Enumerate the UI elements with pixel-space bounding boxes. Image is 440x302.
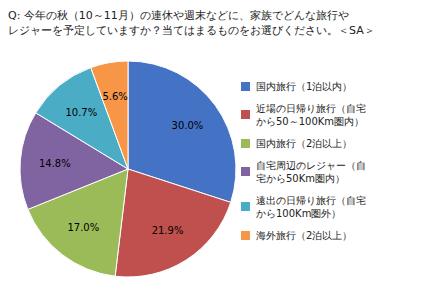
svg-text:17.0%: 17.0% [67,222,99,233]
html-text:近場の日帰り旅行（自宅 から50～100Km圏内）: 近場の日帰り旅行（自宅 から50～100Km圏内） [256,102,366,127]
html-text:自宅周辺のレジャー（自 宅から50Km圏内）: 自宅周辺のレジャー（自 宅から50Km圏内） [256,159,366,184]
svg-text:21.9%: 21.9% [152,225,184,236]
svg-text:5.6%: 5.6% [102,91,127,102]
html-text:レジャーを予定していますか？当てはまるものをお選びください。: レジャーを予定していますか？当てはまるものをお選びください。＜SA＞ [8,24,375,37]
html-text:Q: 今年の秋（10～11月）の連休や週末などに、家族でどん: Q: 今年の秋（10～11月）の連休や週末などに、家族でどんな旅行や [8,9,349,22]
svg-text:14.8%: 14.8% [39,158,71,169]
html-text:国内旅行（2泊以上）: 国内旅行（2泊以上） [256,137,353,149]
svg-text:10.7%: 10.7% [65,107,97,118]
html-text:海外旅行（2泊以上）: 海外旅行（2泊以上） [256,229,353,241]
html-text:遠出の日帰り旅行（自宅 から100Km圏外）: 遠出の日帰り旅行（自宅 から100Km圏外） [256,194,366,219]
html-text:国内旅行（1泊以内）: 国内旅行（1泊以内） [256,80,353,92]
svg-text:30.0%: 30.0% [172,120,204,131]
